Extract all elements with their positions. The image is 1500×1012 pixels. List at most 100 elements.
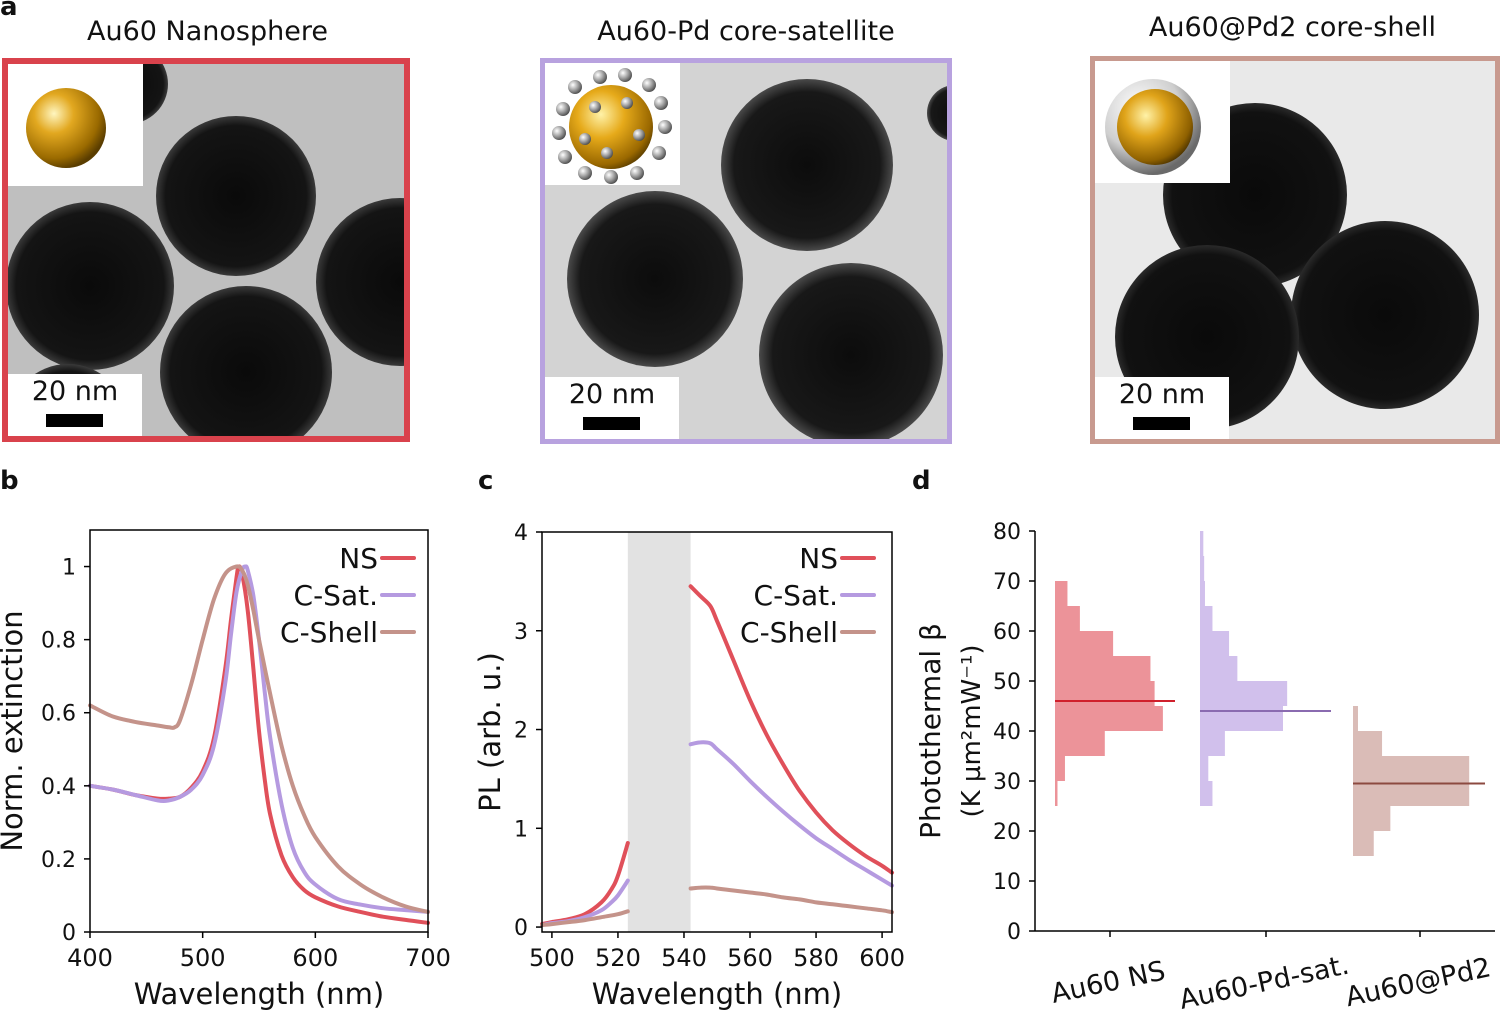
y-tick-label: 0.2 <box>41 848 76 873</box>
scale-bar <box>46 414 103 427</box>
legend-label-NS: NS <box>339 542 378 575</box>
y-tick-label: 20 <box>993 820 1021 845</box>
y-tick-label: 10 <box>993 870 1021 895</box>
masked-region <box>627 532 691 932</box>
x-tick-label: 500 <box>529 944 575 972</box>
histogram-bar-Au60 NS <box>1055 681 1155 706</box>
histogram-bar-Au60@Pd2 <box>1353 706 1358 731</box>
scale-label: 20 nm <box>31 376 119 407</box>
series-line-NS <box>688 584 894 875</box>
category-label: Au60@Pd2 <box>1343 952 1494 1012</box>
x-axis-label: Wavelength (nm) <box>134 977 385 1011</box>
gold-sphere-with-shell-icon <box>1105 79 1201 175</box>
panel-letter-c: c <box>478 466 494 496</box>
panel-letter-a: a <box>0 0 18 22</box>
histogram-bar-Au60-Pd-sat. <box>1200 731 1225 756</box>
scale-label: 20 nm <box>568 379 656 410</box>
histogram-bar-Au60-Pd-sat. <box>1200 681 1288 706</box>
chart-b-extinction: 400 500 600 700 0 0.2 0.4 0.6 0.8 1 Wavelength (nm… <box>0 529 451 1011</box>
histogram-bar-Au60 NS <box>1055 756 1065 781</box>
scalebar-nanosphere: 20 nm <box>8 374 142 436</box>
scalebar-core-satellite: 20 nm <box>545 377 679 439</box>
x-tick-label: 600 <box>292 944 338 972</box>
y-tick-label: 50 <box>993 670 1021 695</box>
x-tick-label: 500 <box>180 944 226 972</box>
x-tick-label: 600 <box>859 944 905 972</box>
y-tick-label: 4 <box>514 521 528 546</box>
series-line-C-Shell <box>688 885 894 915</box>
category-label: Au60 NS <box>1048 955 1168 1009</box>
x-tick-label: 540 <box>661 944 707 972</box>
y-tick-label: 60 <box>993 620 1021 645</box>
series-line-C-Sat. <box>688 740 894 888</box>
panel-letter-d: d <box>912 466 931 496</box>
x-tick-label: 400 <box>67 944 113 972</box>
scalebar-core-shell: 20 nm <box>1095 377 1229 439</box>
y-axis-units: (K µm²mW⁻¹) <box>957 644 987 817</box>
histogram-bar-Au60-Pd-sat. <box>1200 581 1205 606</box>
x-tick-label: 580 <box>793 944 839 972</box>
chart-d-photothermal: 0 10 20 30 40 50 60 70 80 Au60 NS Au60-Pd-sat.Au60… <box>914 520 1495 1012</box>
y-tick-label: 0 <box>514 916 528 941</box>
series-line-NS <box>540 841 630 927</box>
legend-label-NS: NS <box>799 542 838 575</box>
scale-bar <box>1133 417 1190 430</box>
plot-frame <box>89 529 429 933</box>
x-axis-label: Wavelength (nm) <box>592 977 843 1011</box>
y-axis-label: Photothermal β <box>914 623 947 839</box>
gold-sphere-with-satellites-icon <box>552 68 672 184</box>
y-tick-label: 0.4 <box>41 775 76 800</box>
inset-nanosphere <box>8 64 143 186</box>
y-tick-label: 0.6 <box>41 702 76 727</box>
histogram-bar-Au60-Pd-sat. <box>1200 781 1213 806</box>
legend-label-C-Shell: C-Shell <box>280 616 378 649</box>
histogram-bar-Au60@Pd2 <box>1353 831 1374 856</box>
y-tick-label: 30 <box>993 770 1021 795</box>
histogram-bar-Au60 NS <box>1055 731 1105 756</box>
histogram-bar-Au60@Pd2 <box>1353 781 1470 806</box>
histogram-bar-Au60-Pd-sat. <box>1200 756 1209 781</box>
histogram-bar-Au60 NS <box>1055 781 1058 806</box>
y-tick-label: 2 <box>514 719 528 744</box>
category-label: Au60-Pd-sat. <box>1177 950 1352 1012</box>
series-line-C-Sat. <box>88 564 430 914</box>
y-tick-label: 0 <box>62 921 76 946</box>
x-tick-label: 520 <box>595 944 641 972</box>
tem-title-core-shell: Au60@Pd2 core-shell <box>1148 12 1437 43</box>
tem-image-nanosphere: 20 nm <box>2 58 410 442</box>
histogram-bar-Au60-Pd-sat. <box>1200 631 1230 656</box>
y-tick-label: 70 <box>993 570 1021 595</box>
inset-core-shell <box>1095 61 1230 183</box>
histogram-bar-Au60-Pd-sat. <box>1200 606 1213 631</box>
scale-label: 20 nm <box>1118 379 1206 410</box>
y-tick-label: 1 <box>514 817 528 842</box>
y-tick-label: 1 <box>62 556 76 581</box>
histogram-bar-Au60 NS <box>1055 631 1114 656</box>
histogram-bar-Au60@Pd2 <box>1353 731 1383 756</box>
inset-core-satellite <box>545 63 680 185</box>
y-axis-label: PL (arb. u.) <box>473 652 507 812</box>
legend-label-C-Shell: C-Shell <box>740 616 838 649</box>
histogram-bar-Au60 NS <box>1055 706 1163 731</box>
histogram-bar-Au60-Pd-sat. <box>1200 706 1283 731</box>
y-tick-label: 80 <box>993 520 1021 545</box>
gold-sphere-icon <box>26 88 106 168</box>
histogram-bar-Au60-Pd-sat. <box>1200 656 1238 681</box>
tem-image-core-shell: 20 nm <box>1090 56 1500 444</box>
y-tick-label: 0.8 <box>41 629 76 654</box>
histogram-bar-Au60 NS <box>1055 656 1151 681</box>
tem-title-core-satellite: Au60-Pd core-satellite <box>597 16 895 47</box>
scale-bar <box>583 417 640 430</box>
series-line-C-Shell <box>540 909 630 928</box>
y-tick-label: 40 <box>993 720 1021 745</box>
histogram-bar-Au60 NS <box>1055 581 1068 606</box>
histogram-bar-Au60 NS <box>1055 606 1080 631</box>
legend-label-C-Sat.: C-Sat. <box>294 579 378 612</box>
plot-frame <box>541 531 893 933</box>
histogram-bar-Au60-Pd-sat. <box>1200 531 1204 556</box>
tem-image-core-satellite: 20 nm <box>540 58 952 444</box>
tem-title-nanosphere: Au60 Nanosphere <box>87 16 328 47</box>
chart-c-photoluminescence: 500 520 540 560 580 600 0 1 2 3 4 Wavelength (nm) PL… <box>473 521 905 1011</box>
legend-label-C-Sat.: C-Sat. <box>754 579 838 612</box>
